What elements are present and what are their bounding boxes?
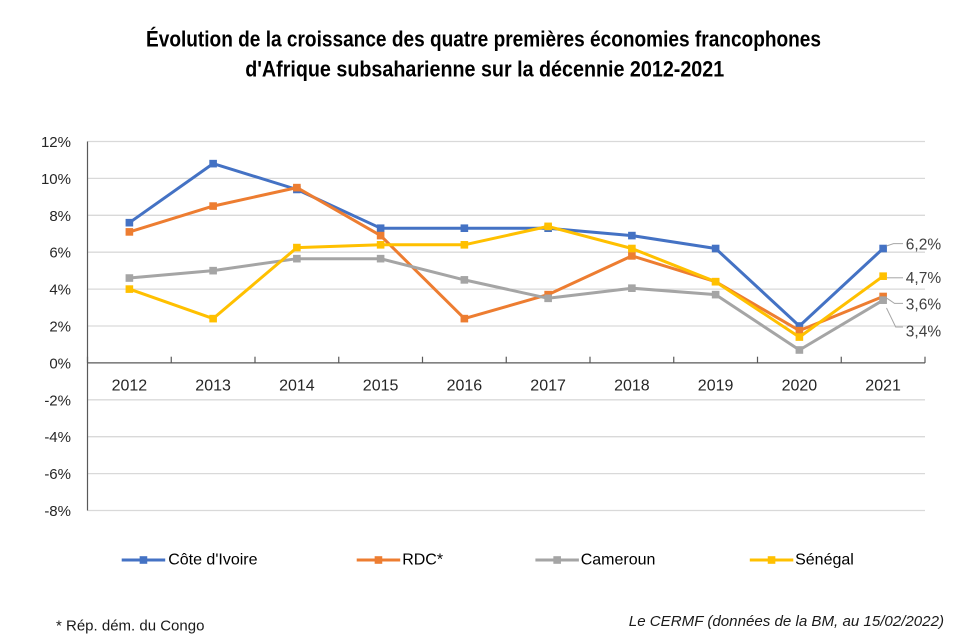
svg-text:2013: 2013 bbox=[195, 378, 231, 395]
svg-text:-2%: -2% bbox=[44, 392, 71, 409]
svg-text:2021: 2021 bbox=[865, 378, 901, 395]
svg-text:RDC*: RDC* bbox=[402, 552, 443, 569]
svg-text:Cameroun: Cameroun bbox=[581, 552, 656, 569]
svg-text:10%: 10% bbox=[41, 171, 71, 188]
svg-text:-4%: -4% bbox=[44, 429, 71, 446]
svg-text:3,4%: 3,4% bbox=[906, 324, 942, 341]
svg-text:2012: 2012 bbox=[112, 378, 148, 395]
svg-text:4%: 4% bbox=[49, 282, 71, 299]
svg-text:2017: 2017 bbox=[530, 378, 566, 395]
svg-text:Côte d'Ivoire: Côte d'Ivoire bbox=[168, 552, 257, 569]
svg-text:* Rép. dém. du Congo: * Rép. dém. du Congo bbox=[56, 618, 204, 635]
svg-text:2%: 2% bbox=[49, 319, 71, 336]
svg-text:Le CERMF (données de la BM, au: Le CERMF (données de la BM, au 15/02/202… bbox=[629, 613, 944, 630]
svg-text:Évolution de la croissance des: Évolution de la croissance des quatre pr… bbox=[146, 26, 821, 51]
svg-text:2014: 2014 bbox=[279, 378, 315, 395]
svg-text:2016: 2016 bbox=[447, 378, 483, 395]
svg-text:Sénégal: Sénégal bbox=[795, 552, 854, 569]
svg-text:2019: 2019 bbox=[698, 378, 734, 395]
svg-text:3,6%: 3,6% bbox=[906, 296, 942, 313]
svg-text:12%: 12% bbox=[41, 134, 71, 151]
svg-text:2020: 2020 bbox=[782, 378, 818, 395]
svg-text:6,2%: 6,2% bbox=[906, 237, 942, 254]
svg-text:2015: 2015 bbox=[363, 378, 399, 395]
svg-text:6%: 6% bbox=[49, 245, 71, 262]
svg-text:d'Afrique subsaharienne sur la: d'Afrique subsaharienne sur la décennie … bbox=[245, 56, 724, 81]
svg-text:-8%: -8% bbox=[44, 503, 71, 520]
svg-text:-6%: -6% bbox=[44, 466, 71, 483]
svg-text:8%: 8% bbox=[49, 208, 71, 225]
svg-text:4,7%: 4,7% bbox=[906, 270, 942, 287]
svg-text:0%: 0% bbox=[49, 355, 71, 372]
svg-text:2018: 2018 bbox=[614, 378, 650, 395]
